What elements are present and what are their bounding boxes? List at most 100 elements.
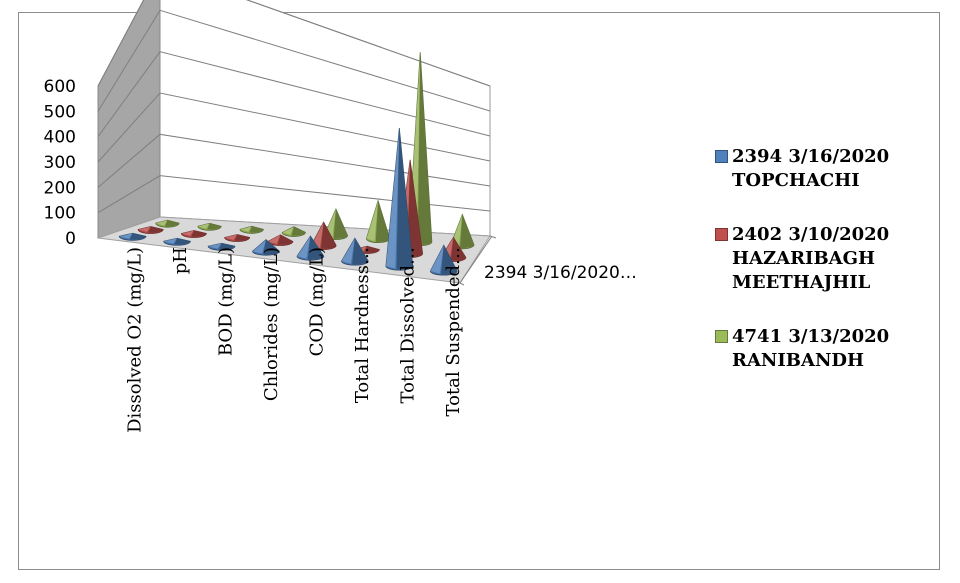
chart-marks: [118, 52, 475, 276]
cone-shadow-face: [352, 238, 369, 265]
y-tick-label: 300: [44, 153, 76, 173]
cone-shadow-face: [396, 128, 413, 270]
cone-shadow-face: [417, 52, 432, 245]
cone-0-2: [207, 242, 236, 251]
cone-highlight-face: [181, 230, 194, 236]
cone-0-4: [296, 235, 325, 261]
cone-highlight-face: [208, 243, 222, 249]
gridline: [97, 133, 491, 188]
cone-2-0: [155, 219, 180, 228]
legend-swatch-green: [715, 330, 728, 343]
cone-highlight-face: [138, 226, 151, 232]
cone-shadow-face: [218, 243, 235, 250]
cone-0-1: [163, 237, 191, 246]
cone-highlight-face: [385, 128, 400, 269]
cone-highlight-face: [297, 236, 311, 259]
cone-shadow-face: [249, 226, 264, 233]
cone-shadow-face: [441, 245, 458, 275]
x-category-label: COD (mg/L): [306, 247, 327, 356]
cone-shadow-face: [148, 226, 164, 233]
cone-shadow-face: [174, 238, 191, 245]
legend-label: 2394 3/16/2020 TOPCHACHI: [732, 146, 890, 191]
x-category-label: Dissolved O2 (mg/L): [124, 247, 145, 433]
cone-shadow-face: [321, 222, 337, 249]
gridline: [97, 92, 491, 163]
x-category-label: Total Dissolved…: [397, 247, 418, 404]
cone-highlight-face: [163, 238, 178, 244]
x-category-label: BOD (mg/L): [215, 247, 236, 356]
cone-highlight-face: [430, 245, 444, 274]
y-tick-label: 200: [44, 178, 76, 198]
cone-shadow-face: [165, 220, 180, 227]
cone-2-3: [281, 226, 306, 237]
cone-shadow-face: [450, 237, 466, 261]
x-category-label: Chlorides (mg/L): [261, 247, 282, 401]
cone-1-2: [224, 234, 251, 242]
legend-label: 2402 3/10/2020 HAZARIBAGH MEETHAJHIL: [732, 224, 890, 293]
depth-axis-tick: [489, 235, 497, 239]
gridline: [97, 9, 491, 112]
cone-2-5: [366, 199, 391, 243]
y-tick-label: 500: [44, 102, 76, 122]
cone-1-0: [137, 226, 164, 234]
x-category-label: pH: [170, 247, 191, 274]
cone-shadow-face: [375, 200, 390, 242]
cone-2-2: [239, 225, 264, 234]
chart-legend: 2394 3/16/2020 TOPCHACHI 2402 3/10/2020 …: [715, 145, 955, 403]
x-category-label: Total Suspended…: [443, 247, 464, 417]
cone-0-5: [341, 237, 369, 266]
legend-item-topchachi: 2394 3/16/2020 TOPCHACHI: [715, 145, 955, 193]
cone-shadow-face: [191, 230, 207, 237]
cone-highlight-face: [240, 226, 252, 232]
cone-0-0: [118, 232, 147, 241]
cone-shadow-face: [234, 234, 250, 241]
side-wall: [97, 0, 161, 239]
legend-item-ranibandh: 4741 3/13/2020 RANIBANDH: [715, 325, 955, 373]
cone-highlight-face: [366, 200, 379, 242]
y-tick-label: 400: [44, 128, 76, 148]
cone-0-7: [429, 244, 458, 276]
cone-shadow-face: [364, 246, 380, 253]
cone-shadow-face: [277, 234, 293, 245]
legend-label: 4741 3/13/2020 RANIBANDH: [732, 326, 890, 371]
cone-highlight-face: [119, 233, 133, 239]
legend-swatch-blue: [715, 150, 728, 163]
y-axis-ticks: 0 100 200 300 400 500 600: [44, 77, 76, 249]
cone-shadow-face: [291, 226, 306, 236]
cone-highlight-face: [267, 234, 281, 244]
cone-0-6: [385, 128, 414, 271]
depth-axis-label: 2394 3/16/2020…: [484, 263, 637, 283]
cone-highlight-face: [282, 226, 294, 235]
chart-walls: [97, 0, 497, 286]
x-axis-labels: Dissolved O2 (mg/L) pH BOD (mg/L) Chlorides…: [124, 247, 464, 433]
cone-shadow-face: [307, 236, 324, 260]
depth-axis-tick: [459, 282, 465, 286]
y-gridlines: [97, 0, 491, 214]
depth-axis-line: [459, 235, 493, 284]
cone-shadow-face: [407, 159, 423, 257]
y-tick-label: 600: [44, 77, 76, 97]
cone-shadow-face: [129, 233, 147, 240]
cone-shadow-face: [263, 239, 280, 255]
cone-highlight-face: [155, 220, 168, 226]
y-tick-label: 0: [65, 229, 76, 249]
cone-2-1: [197, 222, 222, 231]
cone-1-3: [267, 234, 294, 246]
cone-highlight-face: [341, 238, 355, 264]
cone-1-1: [180, 230, 207, 238]
gridline: [97, 51, 491, 137]
cone-shadow-face: [460, 214, 474, 249]
cone-0-3: [252, 239, 280, 256]
cone-shadow-face: [333, 209, 348, 239]
legend-item-hazaribagh: 2402 3/10/2020 HAZARIBAGH MEETHAJHIL: [715, 223, 955, 295]
gridline: [97, 175, 491, 214]
cone-highlight-face: [224, 234, 238, 240]
cone-highlight-face: [197, 223, 210, 229]
y-tick-label: 100: [44, 204, 76, 224]
cone-shadow-face: [207, 223, 222, 230]
back-wall: [159, 0, 491, 237]
x-category-label: Total Hardness…: [352, 247, 373, 403]
legend-swatch-red: [715, 228, 728, 241]
gridline: [97, 0, 491, 87]
